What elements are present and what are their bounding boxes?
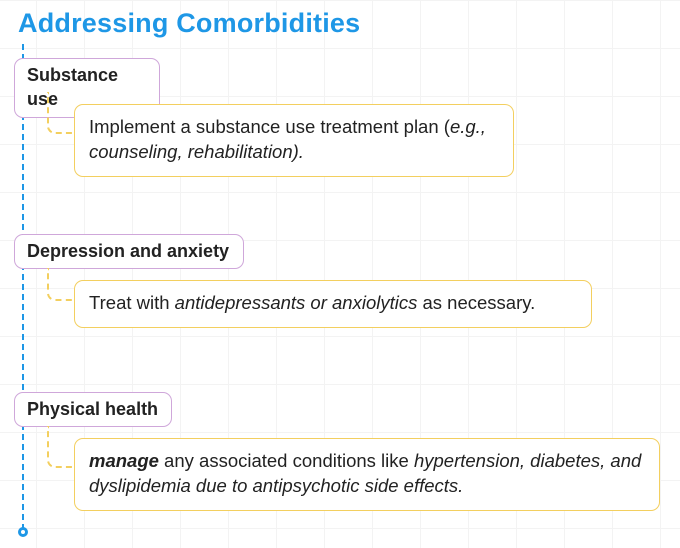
connector-elbow	[47, 268, 75, 301]
page-title: Addressing Comorbidities	[18, 8, 360, 39]
section-body-substance-use: Implement a substance use treatment plan…	[74, 104, 514, 177]
spine-end-dot	[18, 527, 28, 537]
section-header-depression-anxiety: Depression and anxiety	[14, 234, 244, 269]
section-body-depression-anxiety: Treat with antidepressants or anxiolytic…	[74, 280, 592, 328]
section-header-physical-health: Physical health	[14, 392, 172, 427]
connector-elbow	[47, 426, 75, 468]
connector-elbow	[47, 92, 75, 134]
outline-root: Addressing Comorbidities Substance use I…	[0, 0, 680, 548]
section-body-physical-health: manage any associated conditions like hy…	[74, 438, 660, 511]
